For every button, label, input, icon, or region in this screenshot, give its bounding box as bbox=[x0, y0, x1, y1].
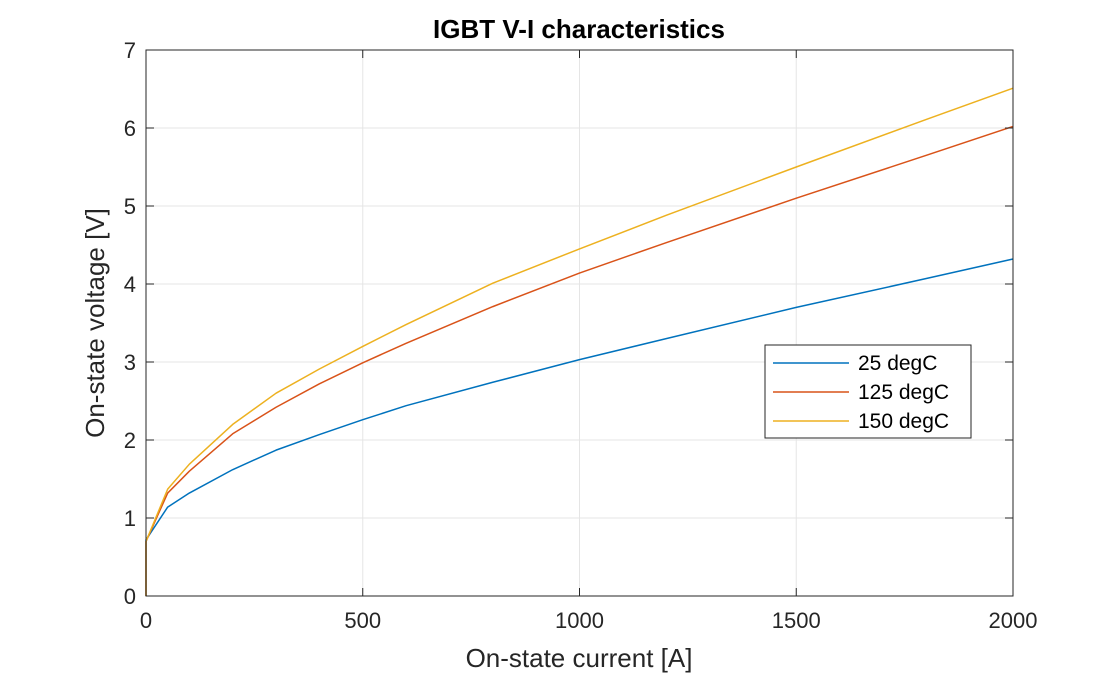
chart-title: IGBT V-I characteristics bbox=[433, 14, 725, 44]
y-tick-label: 5 bbox=[124, 194, 136, 219]
y-axis-label: On-state voltage [V] bbox=[80, 208, 110, 438]
x-tick-label: 1000 bbox=[555, 608, 604, 633]
x-tick-label: 500 bbox=[344, 608, 381, 633]
legend-label-125-degc: 125 degC bbox=[858, 381, 949, 404]
legend-label-150-degc: 150 degC bbox=[858, 410, 949, 433]
y-tick-label: 6 bbox=[124, 116, 136, 141]
x-tick-label: 1500 bbox=[772, 608, 821, 633]
grid bbox=[146, 50, 1013, 596]
legend: 25 degC 125 degC 150 degC bbox=[764, 344, 972, 439]
x-tick-label: 2000 bbox=[989, 608, 1038, 633]
y-tick-label: 1 bbox=[124, 506, 136, 531]
axis-ticks bbox=[145, 49, 1014, 597]
y-tick-label: 3 bbox=[124, 350, 136, 375]
y-tick-label: 7 bbox=[124, 38, 136, 63]
x-tick-label: 0 bbox=[140, 608, 152, 633]
series-lines bbox=[145, 87, 1014, 596]
x-axis-label: On-state current [A] bbox=[466, 643, 693, 673]
series-line-150-degc bbox=[145, 87, 1014, 596]
series-line-125-degc bbox=[145, 125, 1014, 596]
tick-labels: 0 500 1000 1500 2000 0 1 2 3 4 5 6 7 bbox=[124, 38, 1038, 633]
y-tick-label: 2 bbox=[124, 428, 136, 453]
series-line-25-degc bbox=[145, 258, 1014, 596]
legend-label-25-degc: 25 degC bbox=[858, 352, 937, 375]
y-tick-label: 4 bbox=[124, 272, 136, 297]
y-tick-label: 0 bbox=[124, 584, 136, 609]
